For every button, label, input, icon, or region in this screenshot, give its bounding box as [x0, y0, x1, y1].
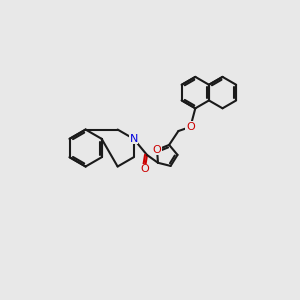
- Text: O: O: [186, 122, 195, 132]
- Text: O: O: [140, 164, 149, 174]
- Text: N: N: [129, 134, 138, 144]
- Text: O: O: [153, 145, 161, 155]
